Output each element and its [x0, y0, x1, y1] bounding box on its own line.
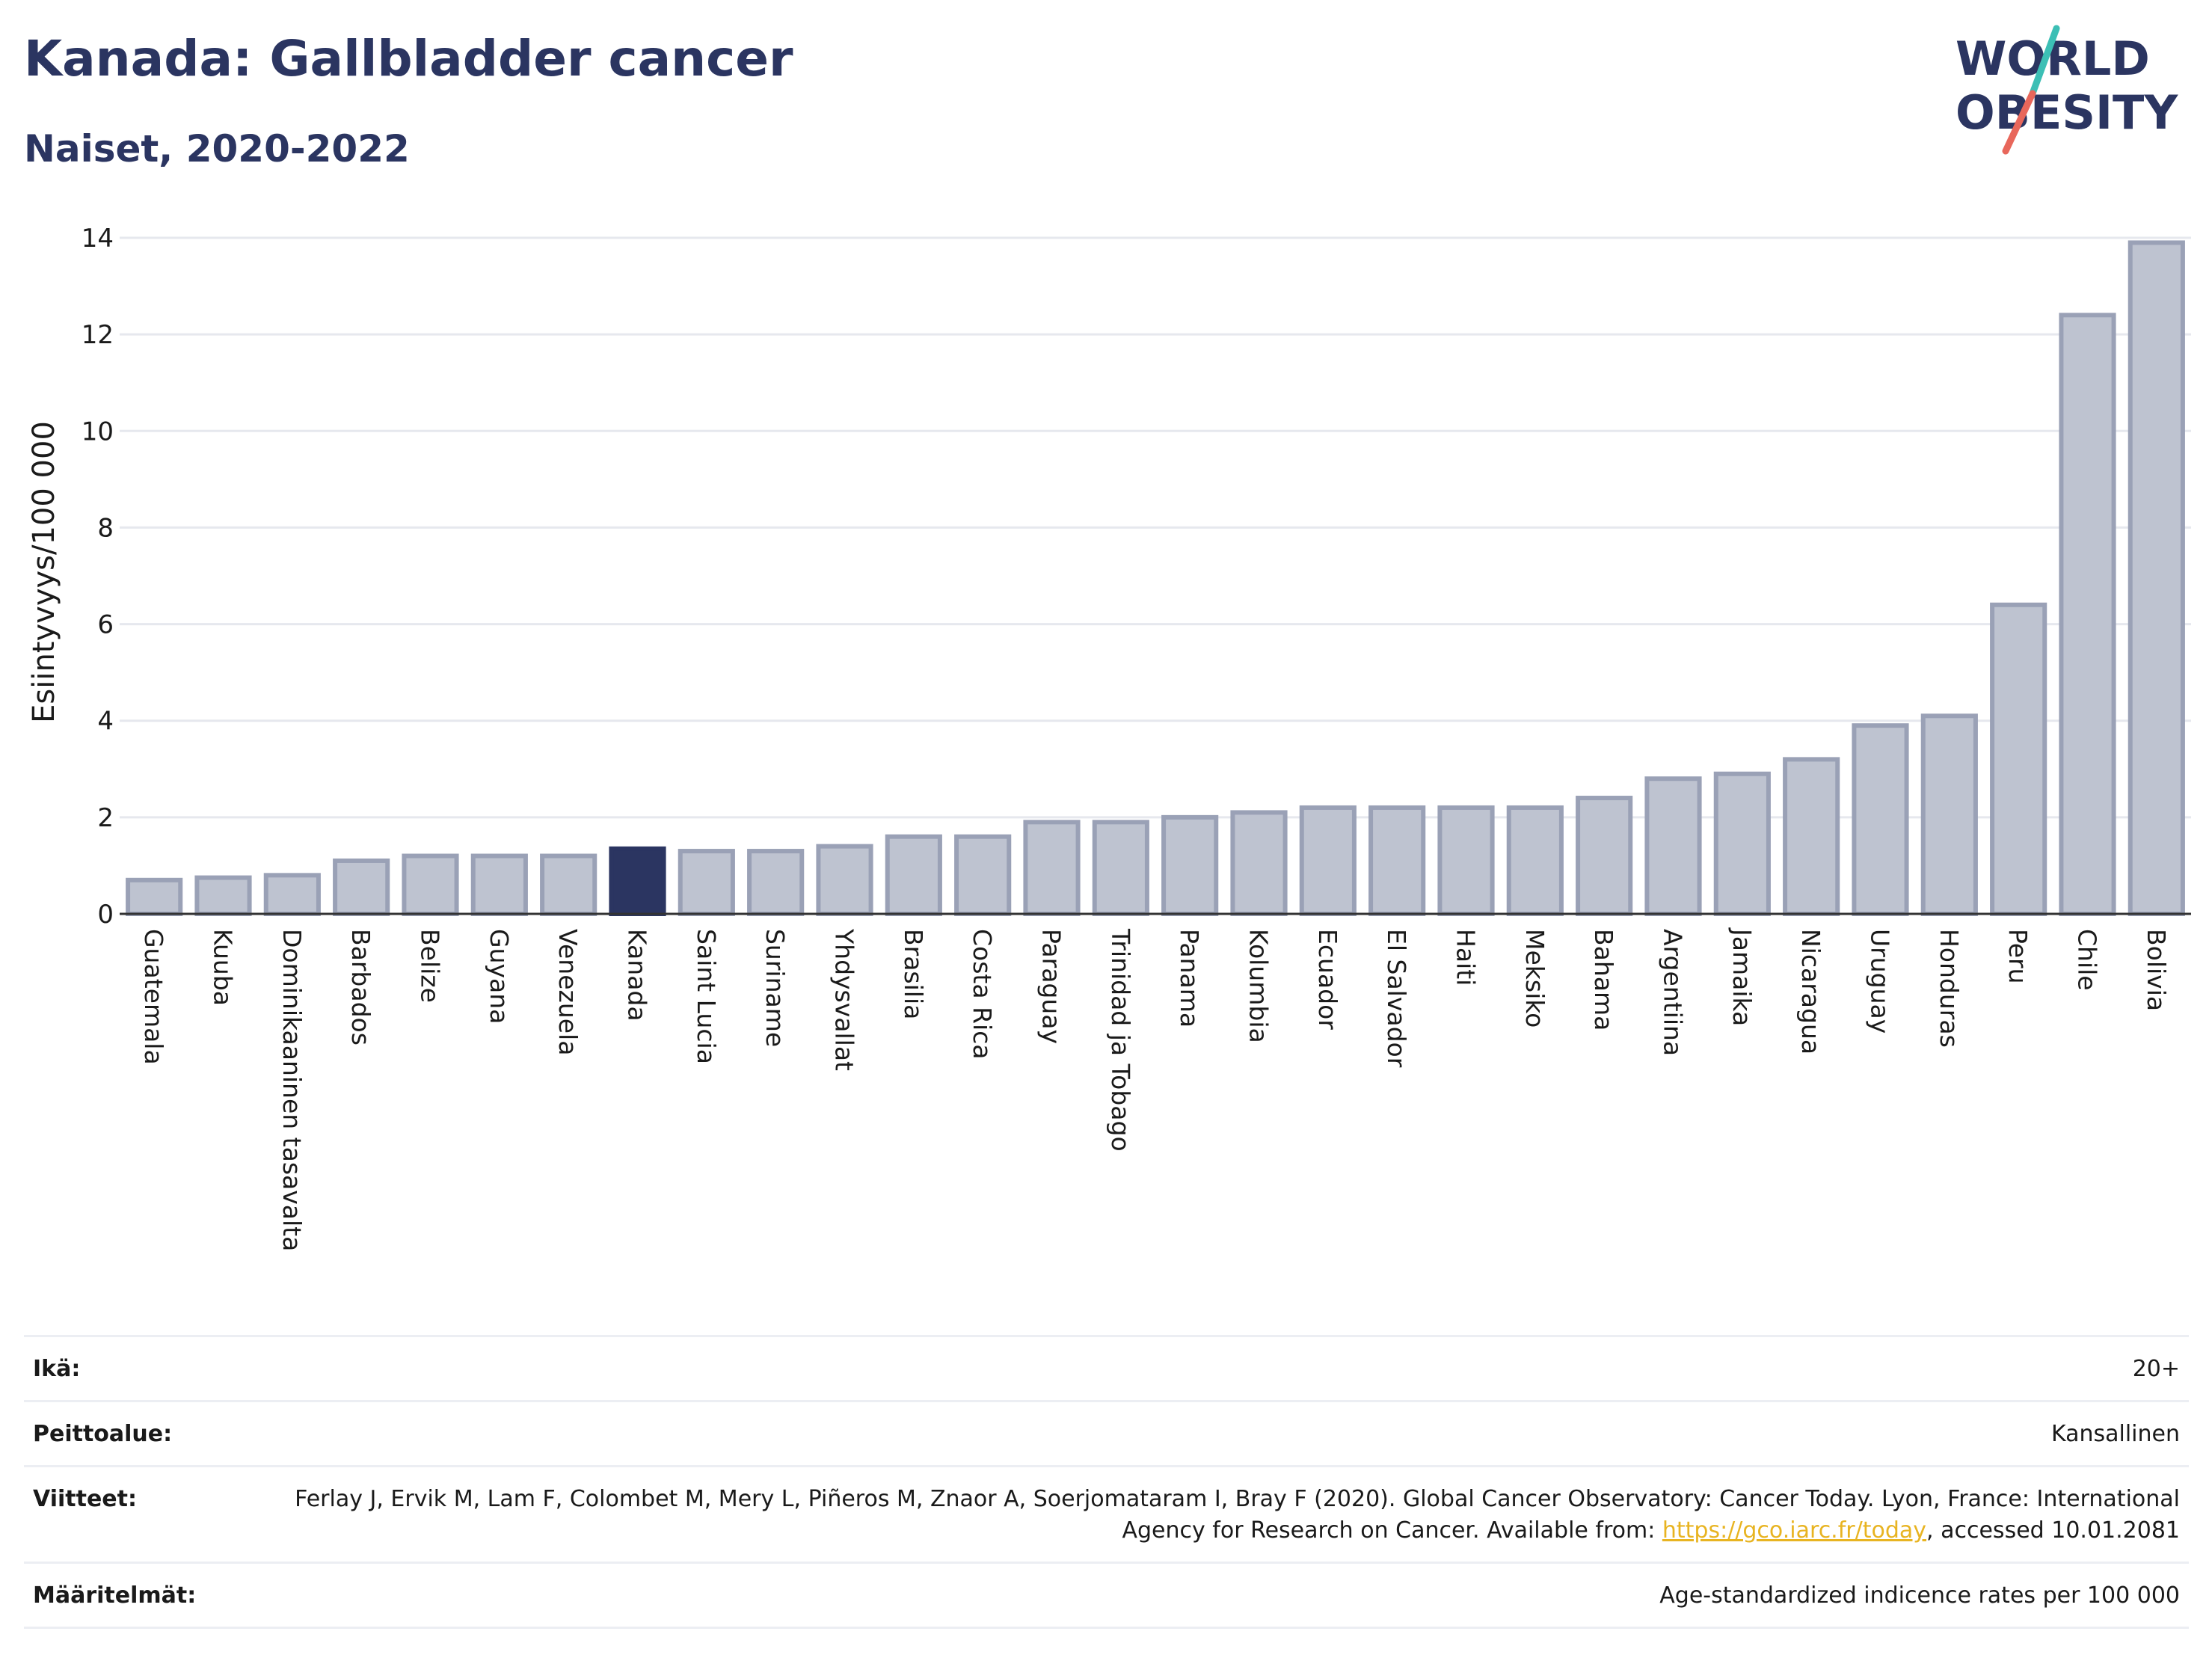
y-tick-label: 6	[97, 610, 114, 640]
bar-paraguay	[1023, 820, 1081, 916]
bar-guatemala	[126, 877, 183, 916]
info-row-coverage: Peittoalue: Kansallinen	[24, 1401, 2189, 1467]
bar-panama	[1161, 814, 1219, 916]
age-value: 20+	[2132, 1356, 2180, 1382]
bar-ecuador	[1299, 805, 1357, 917]
bar-nicaragua	[1783, 757, 1840, 916]
bar-brasilia	[885, 834, 942, 917]
coverage-label: Peittoalue:	[33, 1421, 173, 1447]
x-tick-label: Belize	[416, 929, 445, 1003]
info-row-references: Viitteet: Ferlay J, Ervik M, Lam F, Colo…	[24, 1466, 2189, 1563]
logo-text-obesity: OBESITY	[1956, 85, 2178, 140]
x-tick-label: Trinidad ja Tobago	[1106, 928, 1135, 1152]
bar-yhdysvallat	[816, 844, 873, 916]
x-tick-label: Jamaika	[1727, 927, 1757, 1026]
references-text: Ferlay J, Ervik M, Lam F, Colombet M, Me…	[295, 1486, 2180, 1544]
bar-argentiina	[1644, 776, 1702, 917]
x-tick-label: Kanada	[623, 929, 652, 1022]
coverage-value: Kansallinen	[2050, 1421, 2180, 1447]
references-link[interactable]: https://gco.iarc.fr/today	[1662, 1517, 1927, 1544]
logo-slash-top	[2029, 25, 2060, 97]
bar-bahama	[1576, 796, 1633, 916]
definitions-value: Age-standardized indicence rates per 100…	[1659, 1582, 2180, 1609]
x-tick-label: Bolivia	[2142, 929, 2171, 1011]
bar-suriname	[747, 849, 805, 916]
bar-belize	[402, 853, 459, 916]
page-title: Kanada: Gallbladder cancer	[24, 30, 793, 87]
bar-chart: 0 2 4 6 8 10 12 14 Guatemala Kuuba Dominikaaninen…	[27, 224, 2191, 1251]
bar-barbados	[333, 858, 390, 917]
bar-peru	[1990, 602, 2047, 916]
x-tick-label: Kuuba	[209, 929, 238, 1006]
x-tick-label: Kolumbia	[1244, 929, 1274, 1043]
y-tick-label: 10	[82, 417, 114, 446]
bar-jamaika	[1713, 771, 1771, 916]
x-tick-label: Ecuador	[1313, 929, 1342, 1030]
bars	[126, 240, 2185, 917]
x-tick-label: Guatemala	[139, 929, 168, 1065]
x-tick-label: Guyana	[485, 929, 514, 1024]
x-tick-label: Meksiko	[1520, 929, 1549, 1028]
bar-kuuba	[194, 875, 252, 916]
bar-uruguay	[1852, 723, 1909, 917]
definitions-label: Määritelmät:	[33, 1582, 197, 1609]
x-tick-label: Paraguay	[1037, 929, 1066, 1044]
x-tick-label: Uruguay	[1866, 929, 1895, 1034]
bar-venezuela	[540, 853, 597, 916]
bar-honduras	[1920, 713, 1978, 916]
bar-kolumbia	[1230, 810, 1288, 917]
bar-haiti	[1437, 805, 1495, 917]
x-tick-label: Barbados	[346, 929, 375, 1045]
x-tick-label: Yhdysvallat	[830, 928, 859, 1071]
references-label: Viitteet:	[33, 1486, 137, 1512]
x-tick-label: Costa Rica	[968, 929, 997, 1060]
info-row-definitions: Määritelmät: Age-standardized indicence …	[24, 1562, 2189, 1628]
age-label: Ikä:	[33, 1356, 81, 1382]
bar-kanada	[609, 846, 666, 916]
bar-bolivia	[2127, 240, 2185, 916]
x-tick-label: Saint Lucia	[692, 929, 721, 1064]
grid-lines	[120, 236, 2191, 819]
x-tick-label: Venezuela	[553, 929, 583, 1055]
references-value: Ferlay J, Ervik M, Lam F, Colombet M, Me…	[266, 1467, 2189, 1563]
x-tick-label: Nicaragua	[1796, 929, 1825, 1054]
world-obesity-logo: WORLD OBESITY	[1956, 25, 2178, 155]
y-tick-label: 14	[82, 224, 114, 254]
y-tick-label: 4	[97, 707, 114, 737]
y-axis-ticks: 0 2 4 6 8 10 12 14	[82, 224, 114, 930]
bar-trinidad-ja-tobago	[1092, 820, 1149, 916]
y-tick-label: 0	[97, 900, 114, 930]
x-tick-label: Argentiina	[1659, 929, 1688, 1056]
x-tick-label: Brasilia	[899, 929, 928, 1019]
y-axis-title: Esiintyvyys/100 000	[27, 421, 61, 723]
bar-guyana	[470, 853, 528, 916]
y-tick-label: 2	[97, 803, 114, 833]
bar-dominikaaninen-tasavalta	[263, 873, 321, 916]
logo-slash-bottom	[2002, 90, 2036, 155]
y-tick-label: 12	[82, 320, 114, 350]
bar-costa-rica	[954, 834, 1012, 917]
x-tick-label: Haiti	[1451, 929, 1481, 986]
x-tick-label: Bahama	[1589, 929, 1618, 1031]
references-accessed: , accessed 10.01.2081	[1926, 1517, 2180, 1544]
x-tick-label: Panama	[1175, 929, 1204, 1028]
x-tick-label: Honduras	[1935, 929, 1964, 1048]
x-axis-labels: Guatemala Kuuba Dominikaaninen tasavalta Ba…	[139, 927, 2171, 1251]
bar-el-salvador	[1368, 805, 1426, 917]
bar-chile	[2059, 313, 2116, 917]
page-subtitle: Naiset, 2020-2022	[24, 127, 410, 171]
x-tick-label: Chile	[2073, 929, 2102, 991]
y-tick-label: 8	[97, 513, 114, 543]
x-tick-label: El Salvador	[1382, 929, 1411, 1068]
x-tick-label: Dominikaaninen tasavalta	[277, 929, 307, 1251]
x-tick-label: Peru	[2003, 929, 2033, 984]
info-table: Ikä: 20+ Peittoalue: Kansallinen Viittee…	[24, 1335, 2189, 1629]
bar-saint-lucia	[678, 849, 735, 916]
x-tick-label: Suriname	[761, 929, 790, 1047]
bar-meksiko	[1506, 805, 1564, 917]
info-row-age: Ikä: 20+	[24, 1336, 2189, 1401]
